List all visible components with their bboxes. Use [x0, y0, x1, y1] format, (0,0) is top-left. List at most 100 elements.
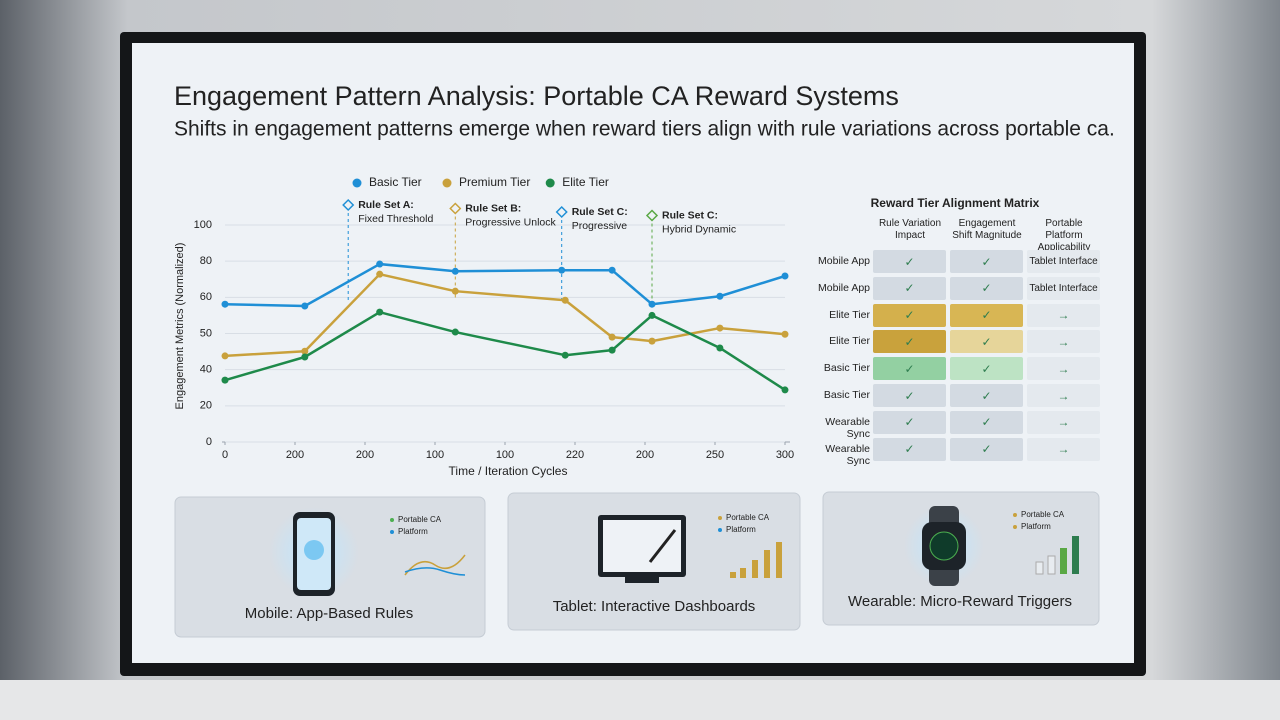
x-tick-label: 100 [426, 449, 444, 461]
data-point [221, 376, 229, 384]
matrix-row-label: Elite Tier [829, 308, 870, 321]
matrix-cell: → [1027, 357, 1100, 381]
data-point [716, 292, 724, 300]
matrix-column-header: Engagement Shift Magnitude [952, 218, 1022, 241]
matrix-cell: Tablet Interface [1027, 250, 1100, 273]
data-point [781, 386, 789, 394]
matrix-cell: ✓ [873, 357, 946, 381]
y-tick-label: 50 [200, 327, 212, 339]
matrix-cell: Tablet Interface [1027, 276, 1100, 300]
data-point [451, 328, 459, 336]
data-point [221, 300, 229, 308]
card-legend-label: Portable CA [398, 515, 442, 524]
matrix-row-label: Mobile App [818, 281, 870, 294]
data-point [561, 351, 569, 359]
x-tick-label: 0 [222, 449, 228, 461]
matrix-cell: → [1027, 437, 1100, 461]
annotation-detail: Progressive [572, 220, 628, 232]
annotation-detail: Hybrid Dynamic [662, 223, 736, 235]
x-tick-label: 300 [776, 449, 794, 461]
stylus [648, 529, 677, 563]
matrix-cell: → [1027, 410, 1100, 434]
card-title: Wearable: Micro-Reward Triggers [848, 593, 1072, 610]
data-point [716, 324, 724, 332]
x-tick-label: 220 [566, 449, 584, 461]
matrix-row-label: Elite Tier [829, 335, 870, 348]
annotation-marker [449, 202, 462, 215]
card-legend-swatch [1013, 513, 1017, 517]
annotation-label: Rule Set B: [465, 202, 521, 214]
data-point [648, 337, 656, 345]
matrix-cell: → [1027, 330, 1100, 354]
matrix-cell: ✓ [873, 410, 946, 434]
matrix-cell: ✓ [873, 303, 946, 327]
annotation-label: Rule Set A: [358, 199, 414, 211]
mini-bars [730, 542, 782, 578]
chart: 0 20 40 50 60 80 100 0 200 200 100 100 220 200 250 300 R… [194, 175, 795, 461]
data-point [376, 270, 384, 278]
watch-face [929, 531, 959, 561]
card-legend-swatch [718, 528, 722, 532]
annotation-marker [342, 198, 355, 212]
data-point [716, 344, 724, 352]
legend-swatch [545, 178, 555, 188]
matrix-cell: ✓ [873, 250, 946, 273]
annotation-marker [645, 209, 659, 222]
data-point [301, 347, 309, 355]
matrix-row-label: Wearable Sync [825, 415, 870, 440]
matrix-row-label: Basic Tier [823, 362, 870, 375]
legend-label: Premium Tier [459, 175, 530, 189]
matrix-row-label: Basic Tier [823, 389, 870, 401]
matrix-cell: ✓ [873, 330, 946, 354]
legend-label: Elite Tier [562, 175, 609, 189]
subtitle: Shifts in engagement patterns emerge whe… [174, 118, 1115, 141]
legend-swatch [352, 178, 362, 188]
data-point [781, 272, 789, 280]
card-legend-swatch [718, 516, 722, 520]
legend-swatch [442, 178, 452, 188]
data-point [451, 287, 459, 295]
data-point [608, 346, 616, 354]
data-point [648, 311, 656, 319]
matrix-cell: → [1027, 384, 1100, 407]
matrix-cell: ✓ [950, 276, 1023, 300]
data-point [301, 302, 309, 310]
y-tick-label: 100 [194, 219, 212, 231]
mini-line [404, 567, 466, 576]
card-legend-swatch [390, 530, 394, 534]
data-point [221, 352, 229, 360]
matrix-cell: ✓ [950, 330, 1023, 354]
y-axis-label: Engagement Metrics (Normalized) [174, 243, 186, 410]
x-tick-label: 200 [636, 449, 654, 461]
matrix-cell: ✓ [950, 437, 1023, 461]
data-point [376, 260, 384, 268]
matrix-cell: ✓ [873, 276, 946, 300]
matrix-cell: → [1027, 303, 1100, 327]
data-point [301, 353, 309, 361]
monitor-stand [625, 577, 659, 583]
title: Engagement Pattern Analysis: Portable CA… [174, 81, 899, 111]
card-legend-label: Platform [726, 525, 756, 534]
monitor-icon-screen [603, 520, 681, 572]
card-legend-swatch [390, 518, 394, 522]
matrix-cell: ✓ [873, 437, 946, 461]
floor [0, 680, 1280, 720]
y-tick-label: 80 [200, 255, 212, 267]
matrix-cell: ✓ [873, 384, 946, 407]
matrix-column-header: Rule Variation Impact [878, 218, 942, 241]
x-tick-label: 200 [286, 449, 304, 461]
card-legend-label: Platform [398, 527, 428, 536]
matrix-row-label: Mobile App [818, 255, 870, 267]
x-tick-label: 250 [706, 449, 724, 461]
annotation-label: Rule Set C: [662, 209, 718, 221]
annotation-detail: Progressive Unlock [465, 216, 556, 228]
card-legend-label: Portable CA [726, 513, 770, 522]
data-point [558, 266, 566, 274]
data-point [376, 308, 384, 316]
x-tick-label: 100 [496, 449, 514, 461]
card-legend-label: Platform [1021, 522, 1051, 531]
annotation-marker [555, 205, 568, 219]
matrix-column-header: Portable Platform Applicability [1037, 218, 1091, 253]
card-legend-swatch [1013, 525, 1017, 529]
